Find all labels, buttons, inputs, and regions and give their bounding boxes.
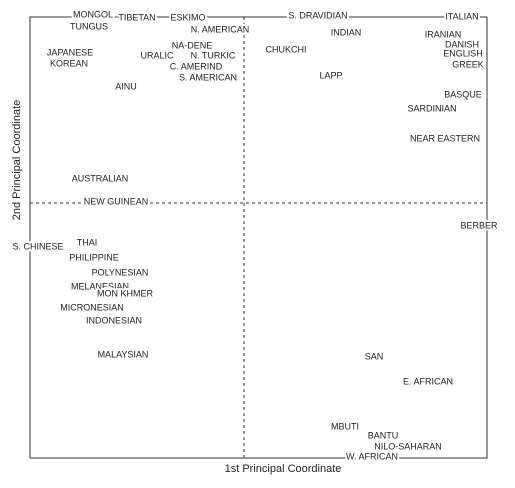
point-label: SARDINIAN	[407, 103, 456, 113]
point-label: ENGLISH	[443, 48, 483, 58]
point-label: N. AMERICAN	[191, 24, 250, 34]
point-label: MON KHMER	[97, 288, 154, 298]
point-label: AUSTRALIAN	[72, 173, 129, 183]
point-label: NEAR EASTERN	[410, 133, 480, 143]
point-label: TIBETAN	[118, 12, 155, 22]
point-label: ESKIMO	[170, 12, 205, 22]
point-label: BANTU	[368, 430, 399, 440]
point-label: MELANESIAN	[71, 281, 129, 291]
point-label: CHUKCHI	[265, 44, 306, 54]
point-label: BERBER	[460, 220, 498, 230]
point-label: S. DRAVIDIAN	[288, 10, 347, 20]
point-label: IRANIAN	[425, 29, 462, 39]
point-label: POLYNESIAN	[92, 267, 149, 277]
point-label: ITALIAN	[445, 11, 478, 21]
point-label: W. AFRICAN	[346, 451, 398, 461]
plot-frame	[29, 16, 488, 459]
point-label: AINU	[115, 81, 137, 91]
y-axis-label: 2nd Principal Coordinate	[11, 100, 23, 220]
point-label: JAPANESE	[47, 47, 93, 57]
point-label: BASQUE	[444, 89, 482, 99]
point-label: INDIAN	[331, 27, 362, 37]
point-label: NEW GUINEAN	[84, 196, 149, 206]
point-label: S. AMERICAN	[179, 72, 237, 82]
point-label: THAI	[77, 237, 98, 247]
point-label: KOREAN	[50, 58, 88, 68]
point-label: MONGOL	[73, 9, 113, 19]
point-label: GREEK	[452, 59, 484, 69]
point-label: MBUTI	[331, 421, 359, 431]
point-label: MALAYSIAN	[98, 349, 149, 359]
point-label: PHILIPPINE	[69, 252, 119, 262]
point-label: DANISH	[445, 39, 479, 49]
point-label: C. AMERIND	[170, 61, 223, 71]
point-label: NILO-SAHARAN	[374, 441, 442, 451]
point-label: SAN	[365, 351, 384, 361]
point-label: NA-DENE	[172, 40, 213, 50]
point-label: URALIC	[140, 50, 174, 60]
x-axis-label: 1st Principal Coordinate	[225, 463, 342, 475]
point-label: S. CHINESE	[12, 241, 63, 251]
point-label: E. AFRICAN	[403, 376, 453, 386]
point-label: LAPP	[319, 70, 342, 80]
point-label: N. TURKIC	[191, 50, 236, 60]
point-label: INDONESIAN	[86, 315, 142, 325]
point-label: MICRONESIAN	[60, 302, 124, 312]
point-label: TUNGUS	[70, 21, 108, 31]
